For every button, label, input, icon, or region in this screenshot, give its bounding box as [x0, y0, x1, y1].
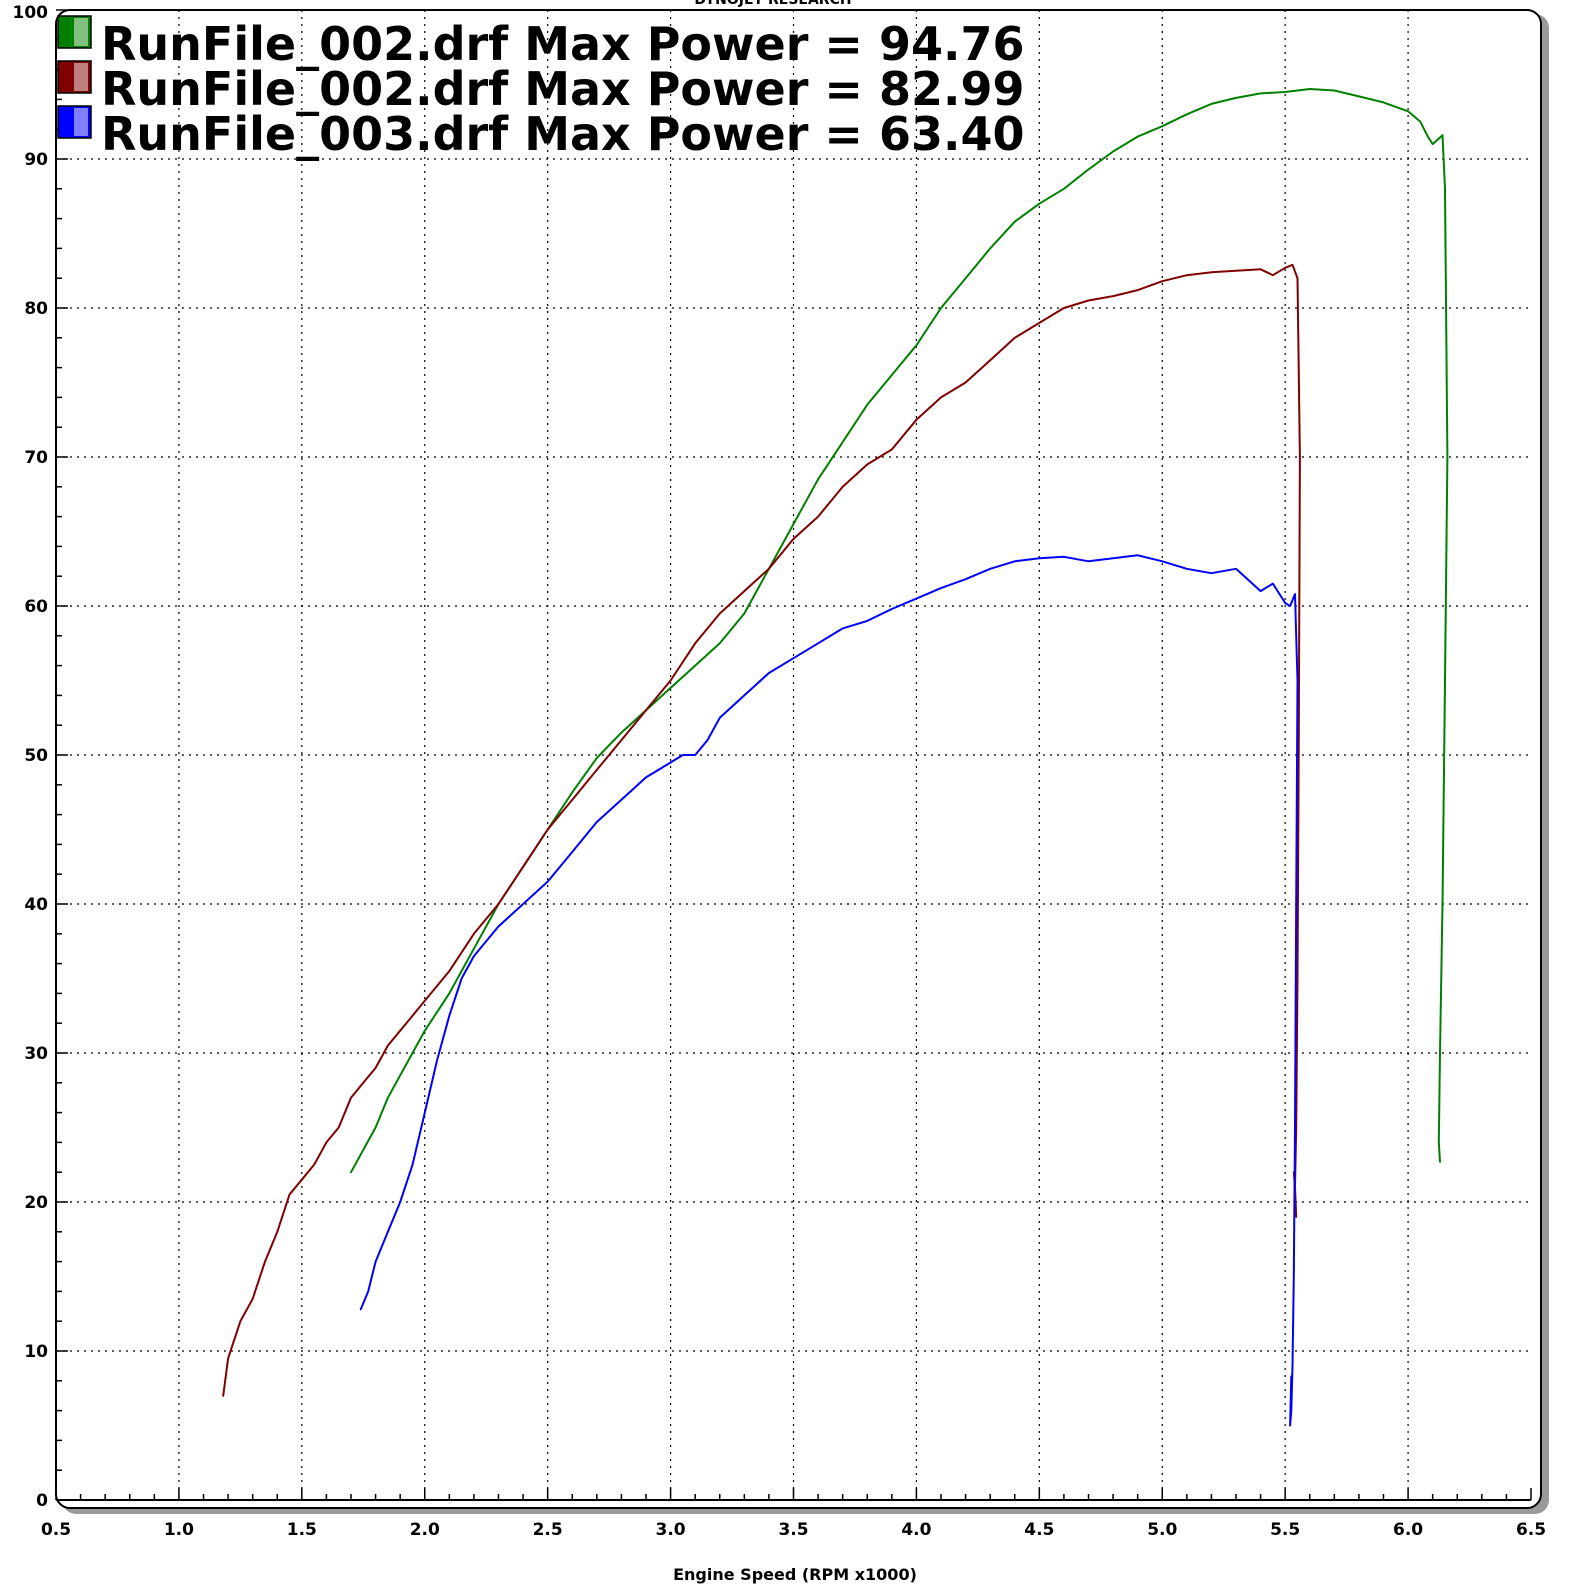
y-tick-label: 20: [24, 1193, 48, 1213]
chart-title: DYNOJET RESEARCH: [694, 0, 851, 8]
minor-tick-layer: [55, 9, 1532, 1501]
x-tick-label: 3.0: [656, 1520, 686, 1540]
legend-entry-1: RunFile_002.drf Max Power = 94.76: [57, 15, 1024, 71]
legend-swatch-highlight: [74, 63, 88, 91]
x-tick-label: 4.5: [1024, 1520, 1054, 1540]
y-tick-label: 70: [24, 448, 48, 468]
series-line-3: [359, 554, 1299, 1427]
x-tick-label: 6.5: [1516, 1520, 1546, 1540]
series-layer: [222, 88, 1449, 1427]
y-tick-label: 60: [24, 597, 48, 617]
x-tick-label: 2.5: [533, 1520, 563, 1540]
legend-label: RunFile_002.drf Max Power = 82.99: [101, 62, 1024, 116]
y-tick-label: 30: [24, 1044, 48, 1064]
y-tick-label: 50: [24, 746, 48, 766]
x-tick-label: 6.0: [1393, 1520, 1423, 1540]
x-tick-label: 1.0: [164, 1520, 194, 1540]
x-tick-label: 1.5: [287, 1520, 317, 1540]
plot-frame: [55, 9, 1542, 1509]
y-tick-label: 0: [36, 1491, 48, 1511]
legend-label: RunFile_003.drf Max Power = 63.40: [101, 107, 1024, 161]
series-line-2: [222, 263, 1301, 1397]
legend-label: RunFile_002.drf Max Power = 94.76: [101, 17, 1024, 71]
x-tick-label: 2.0: [410, 1520, 440, 1540]
x-tick-label: 5.5: [1270, 1520, 1300, 1540]
y-tick-label: 80: [24, 299, 48, 319]
x-tick-label: 3.5: [778, 1520, 808, 1540]
legend-entry-3: RunFile_003.drf Max Power = 63.40: [57, 105, 1024, 161]
legend: RunFile_002.drf Max Power = 94.76RunFile…: [57, 15, 1024, 161]
legend-entry-2: RunFile_002.drf Max Power = 82.99: [57, 60, 1024, 116]
x-tick-label: 4.0: [901, 1520, 931, 1540]
x-tick-label: 0.5: [41, 1520, 71, 1540]
y-tick-label: 100: [13, 3, 49, 23]
x-axis-title: Engine Speed (RPM x1000): [673, 1565, 917, 1584]
y-axis-tick-labels: 0 10 20 30 40 50 60 70 80 90 100: [13, 3, 49, 1511]
x-tick-label: 5.0: [1147, 1520, 1177, 1540]
y-tick-label: 90: [24, 150, 48, 170]
y-tick-label: 40: [24, 895, 48, 915]
legend-swatch-highlight: [74, 108, 88, 136]
grid-layer: [56, 10, 1531, 1500]
y-tick-label: 10: [24, 1342, 48, 1362]
x-axis-tick-labels: 0.5 1.0 1.5 2.0 2.5 3.0 3.5 4.0 4.5 5.0 5.5 6.0 6.5: [41, 1520, 1546, 1540]
legend-swatch-highlight: [74, 18, 88, 46]
